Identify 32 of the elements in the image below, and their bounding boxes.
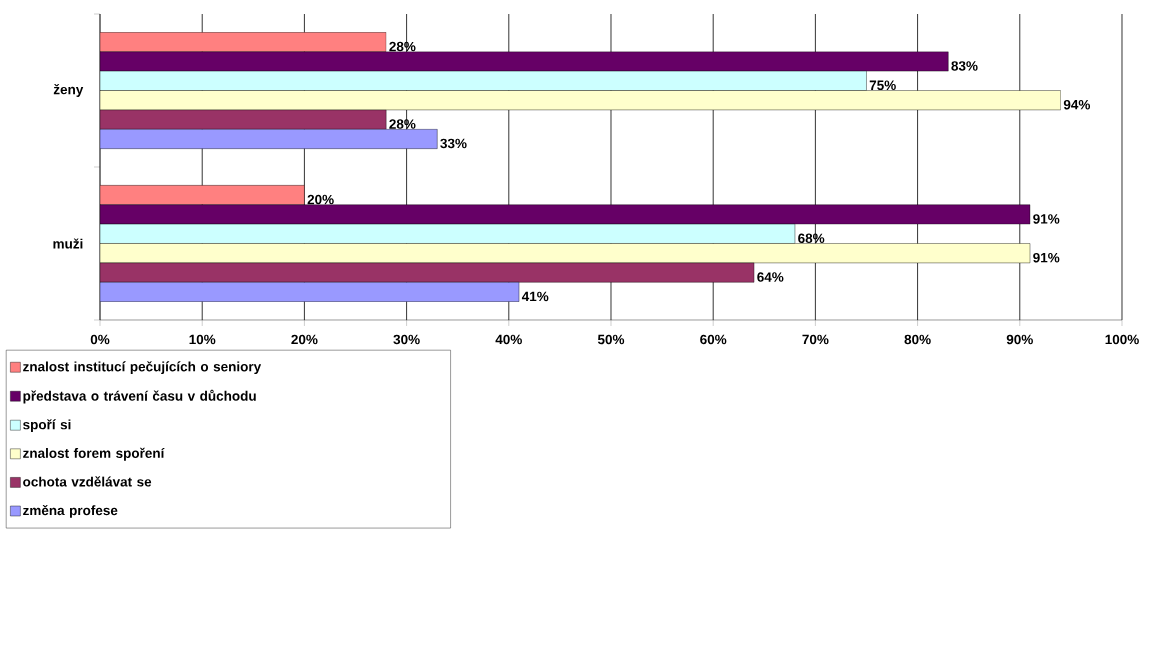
x-tick-label: 90%: [1006, 334, 1033, 345]
data-label: 91%: [1033, 214, 1060, 224]
data-label: 75%: [869, 80, 896, 91]
legend-label: spoří si: [23, 419, 71, 433]
y-tick-label: ženy: [53, 84, 84, 97]
y-tick-label: muži: [53, 238, 83, 249]
bar: [100, 243, 1031, 264]
data-label: 64%: [757, 272, 784, 282]
legend-label: změna profese: [23, 504, 118, 518]
data-label: 41%: [521, 291, 549, 302]
x-tick-label: 70%: [802, 334, 829, 345]
x-tick-label: 40%: [495, 334, 522, 345]
bar: [100, 90, 1061, 111]
data-label: 33%: [440, 138, 467, 149]
data-label: 83%: [951, 61, 978, 71]
legend-label: znalost forem spoření: [23, 447, 165, 461]
bar: [100, 32, 387, 52]
x-tick-label: 50%: [597, 334, 625, 345]
bar: [100, 185, 305, 205]
data-label: 94%: [1063, 99, 1091, 110]
x-tick-label: 30%: [393, 334, 420, 345]
x-tick-label: 80%: [904, 334, 931, 345]
x-tick-label: 60%: [700, 334, 727, 345]
data-label: 20%: [307, 194, 334, 205]
x-tick-label: 20%: [291, 334, 318, 345]
legend-label: ochota vzdělávat se: [23, 476, 152, 487]
x-tick-label: 100%: [1105, 334, 1139, 345]
x-tick-label: 10%: [189, 334, 216, 345]
x-tick-label: 0%: [90, 334, 110, 345]
legend-label: znalost institucí pečujících o seniory: [23, 361, 262, 375]
legend-label: představa o trávení času v důchodu: [23, 389, 256, 404]
data-label: 91%: [1033, 252, 1060, 263]
